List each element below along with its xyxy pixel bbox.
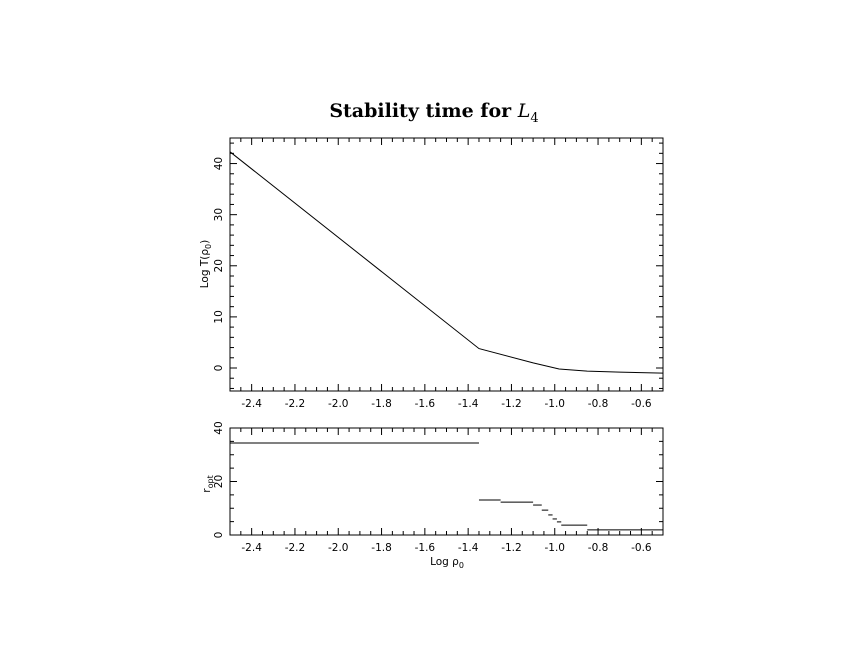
bottom-panel-frame [229, 427, 664, 536]
r-opt-steps [230, 442, 663, 531]
bottom-x-tick-label: -0.6 [631, 542, 652, 554]
bottom-x-tick-label: -2.0 [328, 542, 349, 554]
top-y-tick-labels: 0 10 20 30 40 [213, 157, 225, 371]
top-y-axis-label: Log T(ρ0) [199, 240, 213, 288]
bottom-x-tick-label: -2.4 [241, 542, 262, 554]
bottom-x-tick-label: -1.8 [371, 542, 392, 554]
bottom-x-axis-label: Log ρ0 [430, 556, 464, 570]
bottom-y-tick-label: 0 [213, 532, 225, 539]
bottom-x-tick-labels: -2.4 -2.2 -2.0 -1.8 -1.6 -1.4 -1.2 -1.0 -0.8 -0.6 [241, 542, 652, 554]
top-x-tick-label: -2.4 [241, 398, 262, 410]
top-panel: -2.4 -2.2 -2.0 -1.8 -1.6 -1.4 -1.2 -1.0 -0.8 -0.6… [199, 137, 664, 410]
top-x-tick-label: -1.4 [458, 398, 479, 410]
bottom-x-tick-label: -1.6 [415, 542, 436, 554]
top-y-tick-label: 40 [213, 157, 225, 170]
top-panel-frame [229, 137, 664, 392]
top-x-tick-label: -1.8 [371, 398, 392, 410]
top-x-tick-label: -1.0 [545, 398, 566, 410]
top-x-tick-label: -0.8 [588, 398, 609, 410]
bottom-x-tick-label: -2.2 [285, 542, 306, 554]
bottom-panel: -2.4 -2.2 -2.0 -1.8 -1.6 -1.4 -1.2 -1.0 -0.8 -0.6… [201, 421, 664, 570]
top-y-tick-label: 0 [213, 365, 225, 372]
bottom-y-axis-label: ropt [201, 475, 215, 492]
top-x-tick-label: -1.6 [415, 398, 436, 410]
top-y-tick-label: 20 [213, 259, 225, 272]
top-x-tick-label: -2.0 [328, 398, 349, 410]
stability-time-curve [229, 151, 664, 374]
top-ticks [229, 138, 664, 391]
bottom-x-tick-label: -1.2 [501, 542, 522, 554]
bottom-x-tick-label: -1.4 [458, 542, 479, 554]
bottom-y-tick-label: 40 [213, 421, 225, 434]
top-y-tick-label: 30 [213, 208, 225, 221]
top-x-tick-label: -1.2 [501, 398, 522, 410]
top-x-tick-labels: -2.4 -2.2 -2.0 -1.8 -1.6 -1.4 -1.2 -1.0 -0.8 -0.6 [241, 398, 652, 410]
chart-title: Stability time for L4 [329, 100, 538, 126]
top-x-tick-label: -2.2 [285, 398, 306, 410]
bottom-y-tick-labels: 0 20 40 [213, 421, 225, 538]
bottom-y-tick-label: 20 [213, 475, 225, 488]
top-x-tick-label: -0.6 [631, 398, 652, 410]
bottom-ticks [229, 427, 664, 536]
top-y-tick-label: 10 [213, 310, 225, 323]
bottom-x-tick-label: -0.8 [588, 542, 609, 554]
bottom-x-tick-label: -1.0 [545, 542, 566, 554]
